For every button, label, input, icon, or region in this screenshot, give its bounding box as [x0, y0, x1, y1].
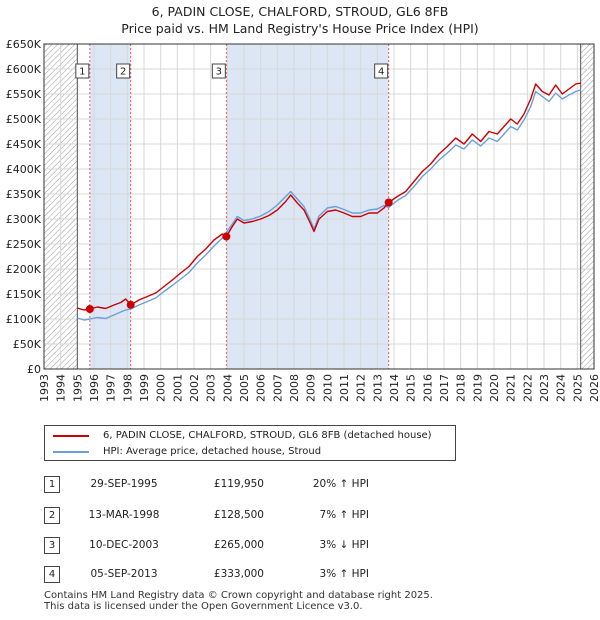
x-tick-label: 2005	[238, 374, 251, 402]
no-data-hatch	[580, 44, 594, 369]
footer: Contains HM Land Registry data © Crown c…	[44, 590, 433, 612]
x-tick-label: 2017	[438, 374, 451, 402]
y-tick-label: £500K	[6, 113, 42, 126]
y-tick-label: £200K	[6, 263, 42, 276]
x-tick-label: 1994	[55, 374, 68, 402]
x-tick-label: 2012	[355, 374, 368, 402]
sale-price: £333,000	[213, 568, 264, 580]
sale-marker-label: 2	[120, 67, 126, 78]
x-tick-label: 2014	[388, 374, 401, 402]
plot-frame	[43, 43, 595, 370]
x-tick-label: 2006	[255, 374, 268, 402]
x-tick-label: 2002	[188, 374, 201, 402]
legend-swatch-hpi	[53, 450, 89, 453]
y-tick-label: £100K	[6, 313, 42, 326]
sale-price: £128,500	[213, 509, 264, 521]
footer-line-2: This data is licensed under the Open Gov…	[44, 601, 363, 612]
legend-label-hpi: HPI: Average price, detached house, Stro…	[103, 446, 322, 457]
x-tick-label: 2008	[288, 374, 301, 402]
x-tick-label: 1993	[38, 374, 51, 402]
x-tick-label: 2009	[305, 374, 318, 402]
x-tick-label: 2000	[155, 374, 168, 402]
sale-hpi-diff: 3% ↑ HPI	[319, 568, 369, 580]
y-tick-label: £0	[27, 363, 41, 376]
x-tick-label: 2021	[505, 374, 518, 402]
x-tick-label: 2001	[171, 374, 184, 402]
x-tick-label: 1997	[105, 374, 118, 402]
sale-date: 05-SEP-2013	[90, 568, 158, 580]
sale-point	[85, 305, 94, 314]
x-tick-label: 2007	[271, 374, 284, 402]
sale-badge: 4	[44, 566, 60, 583]
x-tick-label: 2015	[405, 374, 418, 402]
x-tick-label: 2020	[488, 374, 501, 402]
y-tick-label: £300K	[6, 213, 42, 226]
x-tick-label: 2022	[521, 374, 534, 402]
ownership-shade	[226, 44, 389, 369]
x-tick-label: 2023	[538, 374, 551, 402]
x-tick-label: 2004	[221, 374, 234, 402]
price-chart: 1 2 3 4 £0 £50K £100K £150K £200K £250K £300K £350K…	[6, 38, 600, 402]
x-tick-label: 2011	[338, 374, 351, 402]
sale-marker-badge	[116, 63, 131, 79]
y-tick-label: £50K	[13, 338, 42, 351]
x-tick-label: 1998	[121, 374, 134, 402]
legend: 6, PADIN CLOSE, CHALFORD, STROUD, GL6 8F…	[44, 425, 456, 461]
title-line-2: Price paid vs. HM Land Registry's House …	[121, 21, 479, 36]
sale-marker-label: 1	[79, 67, 85, 78]
sale-price: £119,950	[213, 478, 264, 490]
x-tick-label: 2016	[421, 374, 434, 402]
y-tick-label: £550K	[6, 88, 42, 101]
sale-row: 1 29-SEP-1995 £119,950 20% ↑ HPI	[44, 476, 464, 494]
sale-date: 13-MAR-1998	[88, 509, 160, 521]
y-tick-label: £150K	[6, 288, 42, 301]
sale-row: 3 10-DEC-2003 £265,000 3% ↓ HPI	[44, 537, 464, 555]
sale-marker-badge	[75, 63, 90, 79]
x-tick-label: 2019	[471, 374, 484, 402]
x-tick-label: 2026	[588, 374, 600, 402]
x-tick-label: 2013	[371, 374, 384, 402]
sale-date: 10-DEC-2003	[89, 539, 159, 551]
x-tick-label: 1995	[71, 374, 84, 402]
sale-badge: 2	[44, 507, 60, 524]
y-tick-label: £450K	[6, 138, 42, 151]
legend-label-price: 6, PADIN CLOSE, CHALFORD, STROUD, GL6 8F…	[103, 430, 432, 441]
chart-title: 6, PADIN CLOSE, CHALFORD, STROUD, GL6 8F…	[0, 3, 600, 37]
sale-point	[222, 232, 231, 241]
sale-badge: 3	[44, 537, 60, 554]
legend-item-price: 6, PADIN CLOSE, CHALFORD, STROUD, GL6 8F…	[53, 428, 432, 443]
x-tick-label: 1999	[138, 374, 151, 402]
y-tick-label: £350K	[6, 188, 42, 201]
x-tick-label: 2003	[205, 374, 218, 402]
footer-line-1: Contains HM Land Registry data © Crown c…	[44, 590, 433, 601]
x-tick-label: 2025	[571, 374, 584, 402]
x-tick-label: 2024	[555, 374, 568, 402]
y-tick-label: £600K	[6, 63, 42, 76]
x-tick-label: 2018	[455, 374, 468, 402]
legend-item-hpi: HPI: Average price, detached house, Stro…	[53, 444, 321, 459]
sale-row: 2 13-MAR-1998 £128,500 7% ↑ HPI	[44, 507, 464, 525]
sale-point	[384, 198, 393, 207]
title-line-1: 6, PADIN CLOSE, CHALFORD, STROUD, GL6 8F…	[151, 4, 449, 19]
sale-date: 29-SEP-1995	[90, 478, 158, 490]
sale-marker-badge	[211, 63, 226, 79]
sale-price: £265,000	[213, 539, 264, 551]
sale-hpi-diff: 3% ↓ HPI	[319, 539, 369, 551]
y-tick-label: £250K	[6, 238, 42, 251]
sale-hpi-diff: 7% ↑ HPI	[319, 509, 369, 521]
y-tick-label: £400K	[6, 163, 42, 176]
sale-row: 4 05-SEP-2013 £333,000 3% ↑ HPI	[44, 566, 464, 584]
y-tick-label: £650K	[6, 38, 42, 51]
sale-hpi-diff: 20% ↑ HPI	[312, 478, 369, 490]
price-paid-line	[77, 82, 581, 311]
sale-badge: 1	[44, 476, 60, 493]
sale-marker-label: 3	[216, 67, 222, 78]
hpi-line	[77, 89, 581, 321]
legend-swatch-price	[53, 434, 89, 437]
x-tick-label: 1996	[88, 374, 101, 402]
sale-marker-badge	[374, 63, 389, 79]
sale-marker-label: 4	[378, 67, 384, 78]
x-tick-label: 2010	[321, 374, 334, 402]
sale-point	[126, 300, 135, 309]
